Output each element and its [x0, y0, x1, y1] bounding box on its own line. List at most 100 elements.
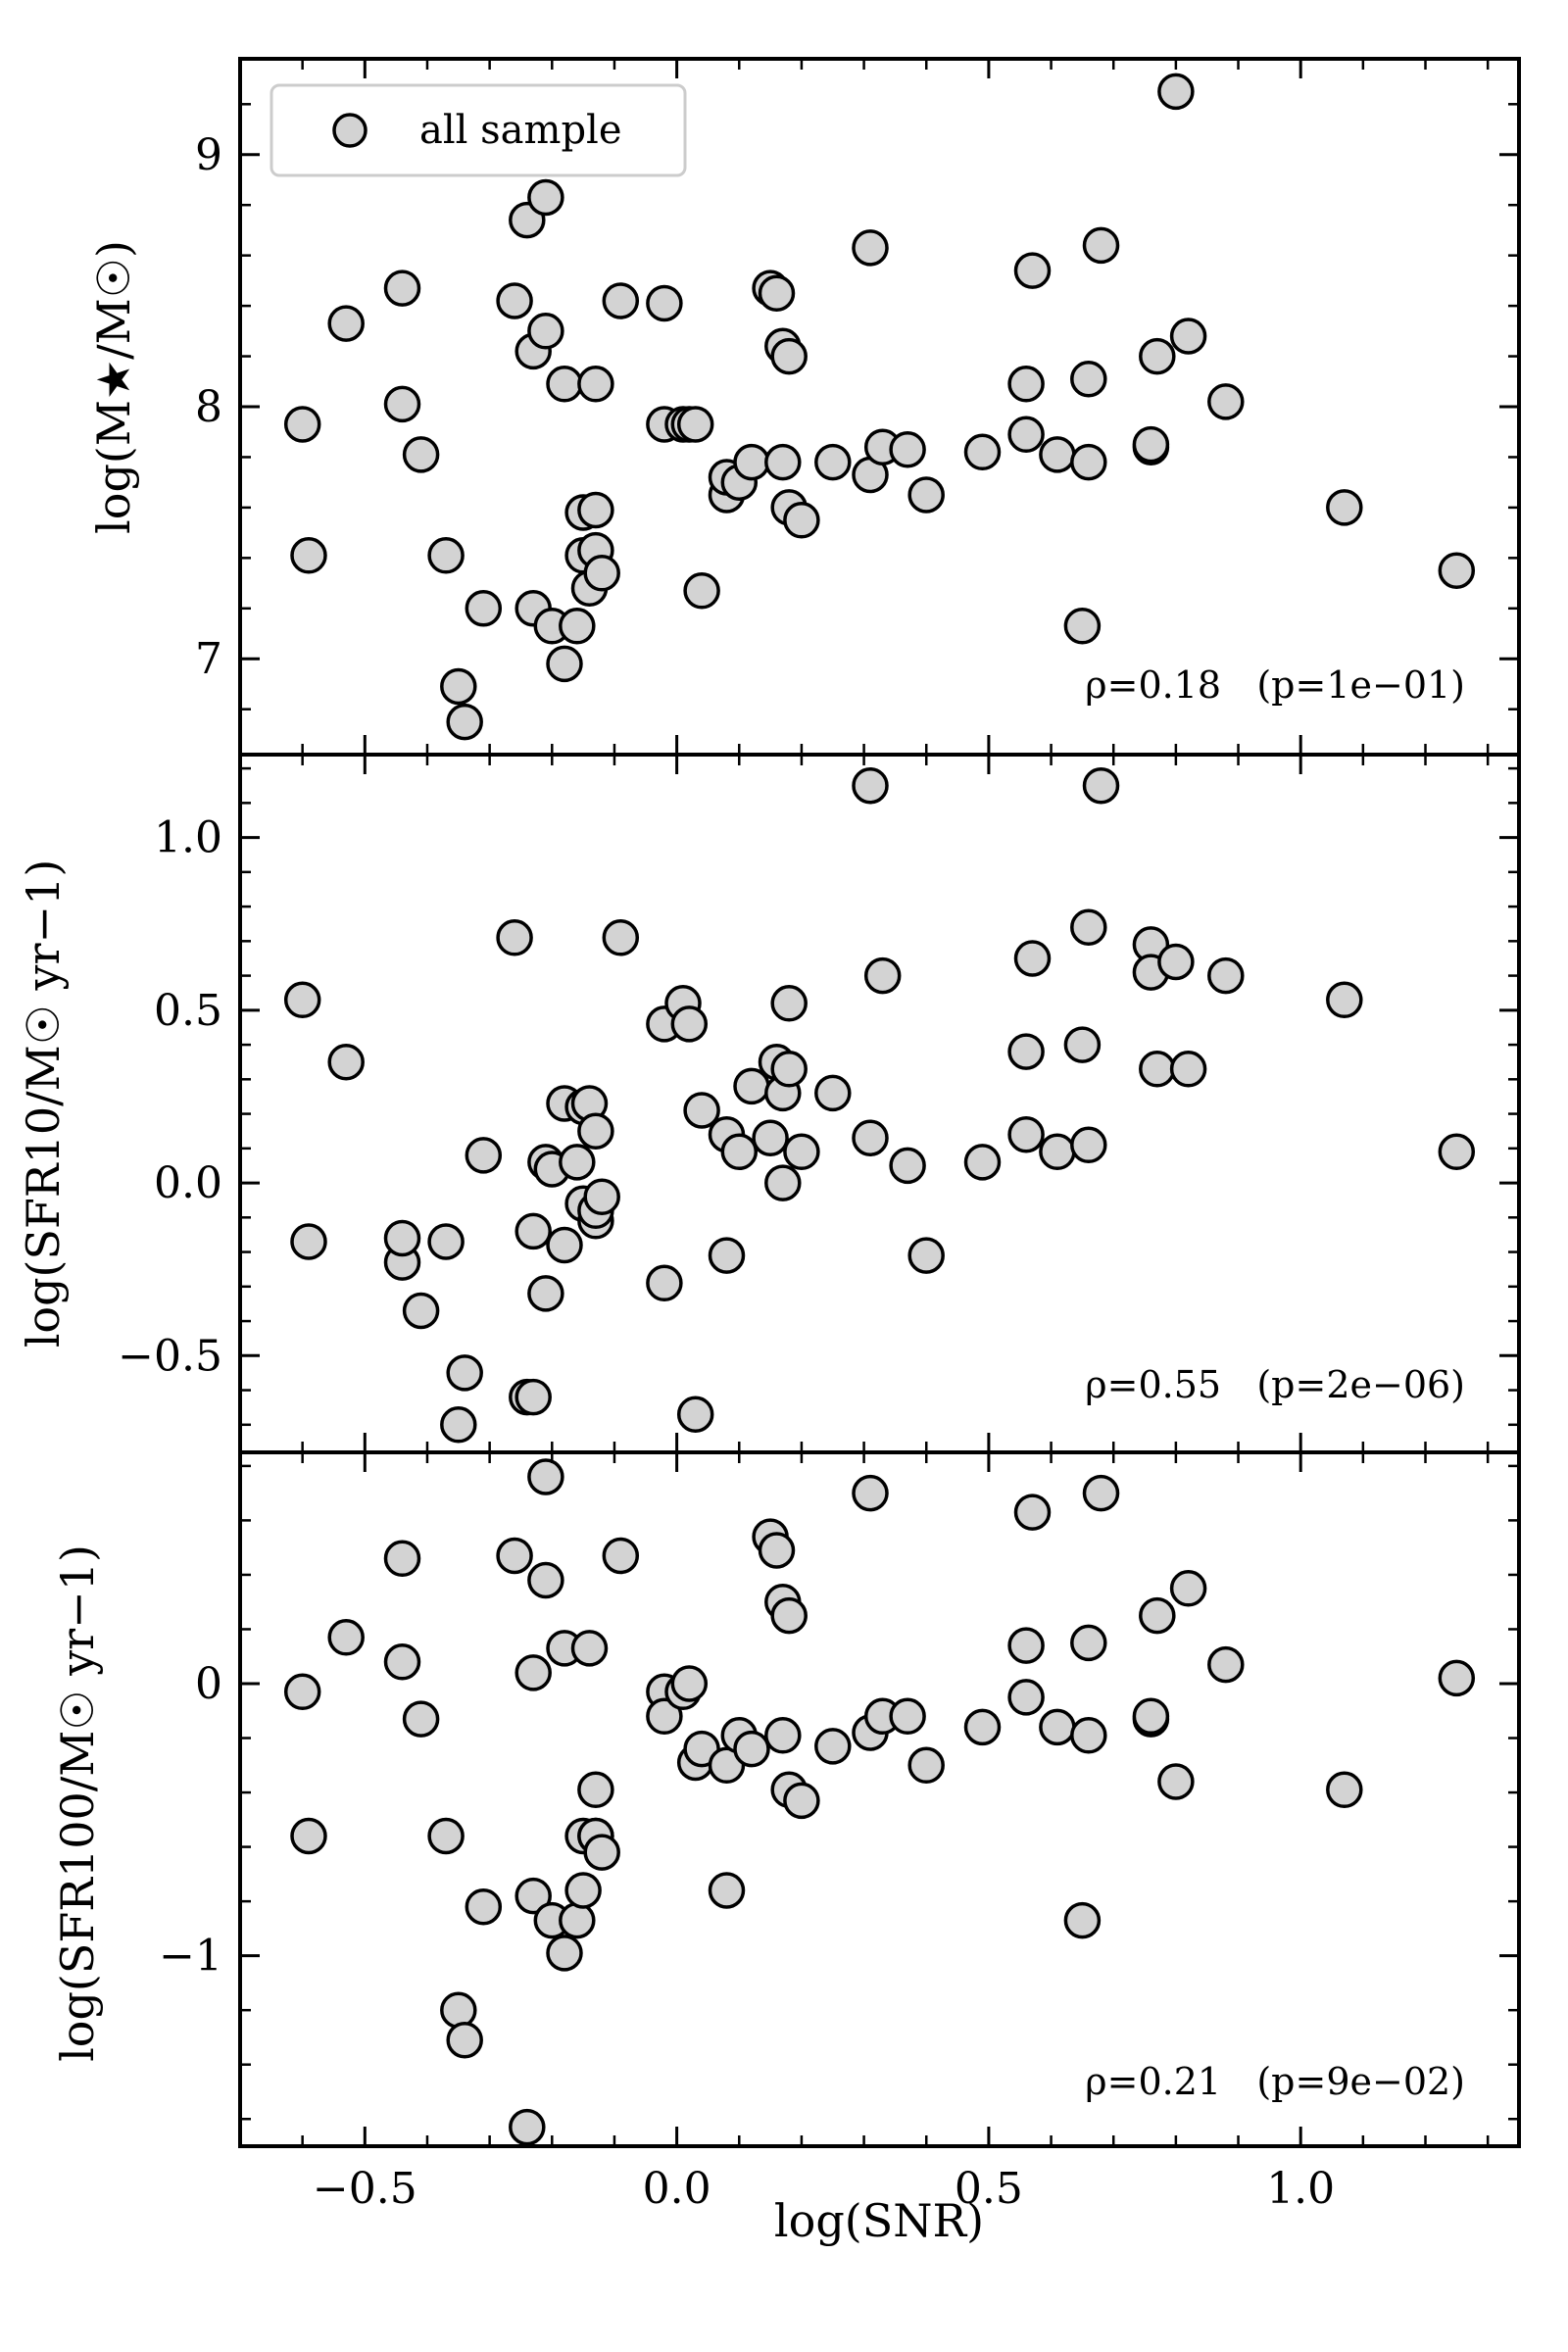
data-point	[496, 282, 533, 319]
data-point	[290, 1817, 327, 1855]
data-point	[770, 337, 808, 375]
data-point	[708, 1237, 746, 1274]
data-point	[570, 1630, 609, 1667]
ylabel-stellar-mass: log(M★/M☉)	[87, 240, 140, 534]
data-point	[514, 1212, 552, 1250]
y-tick-label: −1	[159, 1932, 222, 1982]
data-point	[440, 1406, 477, 1444]
data-point	[514, 1654, 552, 1691]
data-point	[764, 1164, 802, 1201]
data-point	[1157, 943, 1195, 981]
data-point	[764, 443, 802, 481]
data-point	[646, 1264, 683, 1302]
data-point	[1207, 1645, 1245, 1684]
data-point	[1007, 366, 1045, 403]
points-stellar-mass	[283, 73, 1476, 741]
data-point	[770, 1596, 808, 1635]
data-point	[683, 572, 720, 610]
ticks-sfr100: −1 0 −0.5 0.0 0.5 1.0	[159, 1452, 1519, 2214]
data-point	[583, 1178, 620, 1215]
data-point	[720, 1133, 759, 1171]
ticks-stellar-mass: 7 8 9	[195, 59, 1519, 755]
data-point	[509, 2108, 546, 2146]
data-point	[1070, 1126, 1107, 1164]
data-point	[1007, 1627, 1045, 1664]
y-tick-label: 8	[195, 382, 222, 432]
data-point	[527, 1275, 564, 1312]
data-point	[1438, 1659, 1476, 1697]
data-point	[559, 1144, 596, 1181]
data-point	[1013, 940, 1052, 977]
x-tick-label: −0.5	[313, 2164, 417, 2214]
data-point	[1007, 1115, 1045, 1153]
data-point	[783, 502, 820, 539]
data-point	[1169, 1570, 1207, 1607]
data-point	[583, 555, 620, 592]
data-point	[1082, 1474, 1120, 1512]
data-point	[646, 1697, 683, 1736]
panel-sfr100: log(SFR100/M☉ yr−1) −1 0 −0.5 0.0 0.5 1.0 ρ=0…	[51, 1450, 1521, 2214]
data-point	[546, 645, 583, 683]
data-point	[383, 270, 421, 307]
data-point	[465, 1887, 503, 1926]
data-point	[1157, 1763, 1195, 1800]
data-point	[863, 956, 902, 995]
data-point	[440, 1991, 477, 2029]
data-point	[1169, 318, 1207, 355]
data-point	[814, 1728, 852, 1765]
xlabel: log(SNR)	[774, 2194, 984, 2247]
y-tick-label: 1.0	[154, 813, 222, 863]
data-point	[770, 1051, 808, 1088]
data-point	[602, 919, 640, 956]
data-point	[1207, 383, 1245, 420]
panel-stellar-mass: log(M★/M☉) 7 8 9 ρ=0.18 (p=1e−01)	[87, 57, 1521, 757]
data-point	[1070, 1624, 1107, 1662]
data-point	[733, 443, 770, 481]
data-point	[1007, 1679, 1045, 1716]
data-point	[402, 436, 440, 473]
data-point	[676, 1396, 714, 1433]
data-point	[1013, 1494, 1052, 1531]
legend-box	[270, 83, 687, 177]
data-point	[290, 1223, 327, 1260]
ylabel-sfr10: log(SFR10/M☉ yr−1)	[17, 859, 70, 1348]
data-point	[1438, 1133, 1476, 1171]
data-point	[1132, 425, 1170, 464]
data-point	[427, 1817, 465, 1855]
data-point	[752, 1119, 789, 1156]
data-point	[1132, 1697, 1170, 1736]
data-point	[327, 305, 365, 342]
data-point	[546, 1935, 583, 1972]
data-point	[814, 1074, 852, 1112]
data-point	[670, 1005, 709, 1043]
data-point	[577, 491, 614, 529]
legend-label: all sample	[419, 108, 622, 153]
data-point	[465, 590, 503, 627]
data-point	[852, 766, 889, 805]
ticks-sfr10: −0.5 0.0 0.5 1.0	[118, 755, 1519, 1452]
data-point	[1039, 1708, 1076, 1746]
data-point	[1063, 1901, 1102, 1939]
data-point	[564, 1872, 602, 1909]
x-tick-label: 0.5	[955, 2164, 1023, 2214]
data-point	[1326, 1771, 1363, 1809]
data-point	[514, 1877, 552, 1915]
data-point	[440, 667, 477, 706]
data-point	[1063, 608, 1102, 645]
data-point	[783, 1133, 820, 1171]
legend: all sample	[270, 83, 687, 177]
data-point	[907, 476, 945, 514]
data-point	[1063, 1026, 1102, 1063]
data-point	[1139, 1051, 1176, 1088]
stat-sfr10: ρ=0.55 (p=2e−06)	[1085, 1363, 1465, 1406]
data-point	[783, 1782, 820, 1820]
data-point	[1438, 552, 1476, 589]
data-point	[383, 1643, 421, 1681]
data-point	[1007, 416, 1045, 454]
data-point	[427, 537, 465, 574]
data-point	[546, 1226, 583, 1264]
data-point	[527, 1458, 564, 1495]
frame-sfr10	[238, 753, 1521, 1454]
y-tick-label: 0.5	[154, 986, 222, 1036]
